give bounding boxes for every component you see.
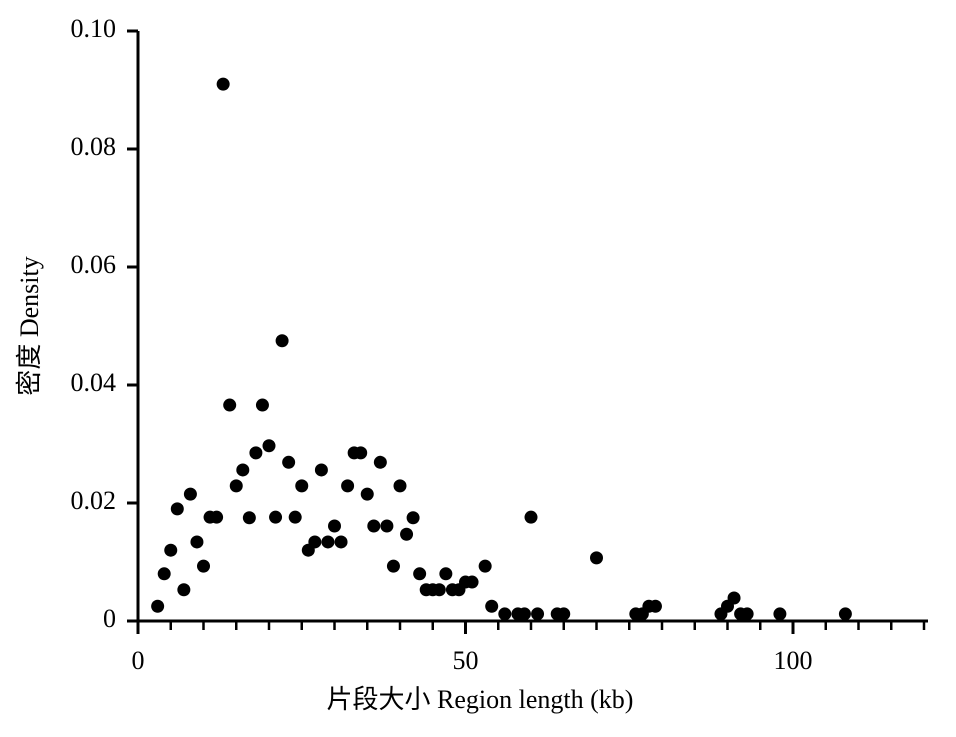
point <box>308 535 322 549</box>
point <box>400 527 414 541</box>
point <box>151 599 165 613</box>
point <box>524 510 538 524</box>
point <box>773 607 787 621</box>
point <box>334 535 348 549</box>
point <box>164 543 178 557</box>
y-tick-label: 0.04 <box>71 368 117 397</box>
point <box>465 575 479 589</box>
point <box>249 446 263 460</box>
point <box>223 398 237 412</box>
point <box>288 510 302 524</box>
point <box>517 607 531 621</box>
point <box>531 607 545 621</box>
x-tick-label: 50 <box>453 646 479 675</box>
point <box>386 559 400 573</box>
y-tick-label: 0.10 <box>71 14 117 43</box>
point <box>648 599 662 613</box>
point <box>321 535 335 549</box>
point <box>557 607 571 621</box>
point <box>282 455 296 469</box>
point <box>177 583 191 597</box>
point <box>838 607 852 621</box>
point <box>157 567 171 581</box>
point <box>183 487 197 501</box>
y-tick-label: 0 <box>103 604 116 633</box>
point <box>236 463 250 477</box>
point <box>197 559 210 573</box>
point <box>590 551 603 565</box>
y-tick-label: 0.08 <box>71 132 117 161</box>
point <box>406 511 420 525</box>
point <box>432 583 446 597</box>
point <box>478 559 492 573</box>
point <box>727 591 741 605</box>
point <box>367 519 381 533</box>
point <box>360 487 374 501</box>
point <box>262 439 276 453</box>
point <box>328 519 341 533</box>
point <box>216 77 230 91</box>
point <box>740 607 754 621</box>
point <box>229 479 243 493</box>
point <box>242 511 256 525</box>
point <box>190 535 204 549</box>
point <box>255 398 269 412</box>
point <box>393 479 407 493</box>
y-tick-label: 0.06 <box>71 250 117 279</box>
y-tick-label: 0.02 <box>71 486 117 515</box>
x-tick-label: 0 <box>132 646 145 675</box>
point <box>413 567 427 581</box>
point <box>170 502 184 516</box>
point <box>341 479 355 493</box>
point <box>295 479 309 493</box>
point <box>380 519 394 533</box>
point <box>498 607 512 621</box>
point <box>485 599 499 613</box>
y-axis-label: 密度 Density <box>15 256 44 395</box>
x-tick-label: 100 <box>774 646 813 675</box>
point <box>373 455 387 469</box>
point <box>314 463 328 477</box>
x-axis-label: 片段大小 Region length (kb) <box>327 685 634 714</box>
point <box>439 567 453 581</box>
point <box>269 510 283 524</box>
point <box>354 446 368 460</box>
point <box>275 334 289 348</box>
point <box>210 510 224 524</box>
